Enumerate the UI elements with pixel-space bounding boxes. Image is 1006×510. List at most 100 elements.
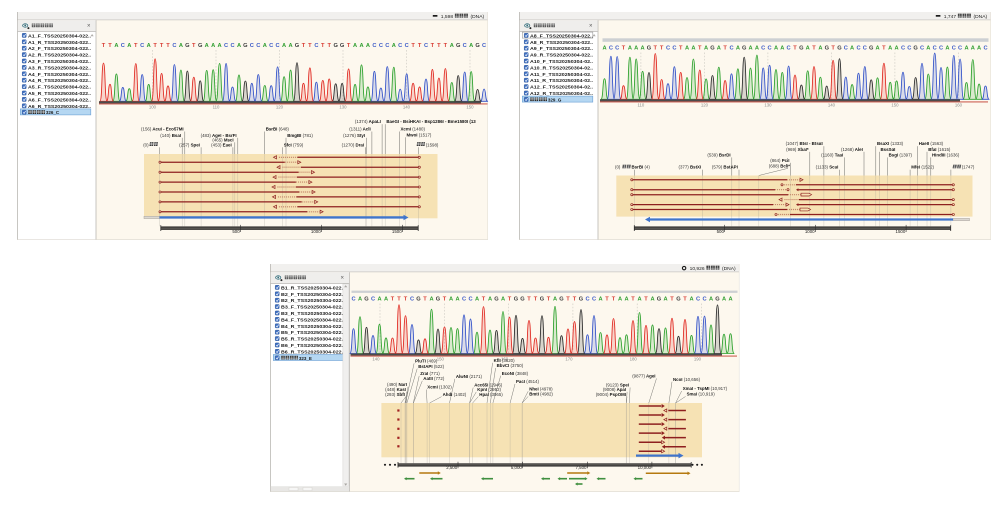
svg-text:XcmI (1302): XcmI (1302) bbox=[427, 385, 452, 390]
svg-text:B6_F_TSS20250304-022..: B6_F_TSS20250304-022.. bbox=[281, 343, 345, 348]
svg-text:HpaI (3065): HpaI (3065) bbox=[479, 392, 503, 397]
svg-text:KflI (3620): KflI (3620) bbox=[494, 358, 516, 363]
svg-text:BsaXI (1333): BsaXI (1333) bbox=[877, 141, 904, 146]
svg-text:AatII (772): AatII (772) bbox=[423, 376, 445, 381]
svg-text:PacI (4514): PacI (4514) bbox=[516, 379, 539, 384]
svg-text:(1270) DraI: (1270) DraI bbox=[342, 142, 364, 147]
svg-text:×: × bbox=[341, 276, 345, 282]
svg-text:NcoI (10,656): NcoI (10,656) bbox=[673, 377, 701, 382]
svg-text:10,000: 10,000 bbox=[638, 465, 652, 470]
svg-text:(140) BsaI: (140) BsaI bbox=[160, 133, 181, 138]
svg-text:A11_R_TSS20250304-02..: A11_R_TSS20250304-02.. bbox=[530, 78, 593, 83]
svg-text:1,747: 1,747 bbox=[944, 14, 957, 20]
svg-text:326_C: 326_C bbox=[46, 110, 60, 115]
svg-text:A8_R_TSS20250304-022..: A8_R_TSS20250304-022.. bbox=[530, 40, 593, 45]
svg-text:BaeGI - BsiHKAI - Bsp1286I - B: BaeGI - BsiHKAI - Bsp1286I - Bme1580I (1… bbox=[386, 119, 476, 124]
svg-text:(156) AcuI - Eco57MI: (156) AcuI - Eco57MI bbox=[141, 127, 184, 132]
svg-text:A12_F_TSS20250304-02..: A12_F_TSS20250304-02.. bbox=[530, 85, 593, 90]
svg-text:5,000: 5,000 bbox=[511, 465, 523, 470]
svg-text:(9004) PspOMI: (9004) PspOMI bbox=[596, 392, 626, 397]
svg-text:(257) SpeI: (257) SpeI bbox=[179, 142, 200, 147]
svg-text:B1_R_TSS20250304-022..: B1_R_TSS20250304-022.. bbox=[281, 285, 345, 290]
svg-text:(9123) SpeI: (9123) SpeI bbox=[606, 383, 629, 388]
svg-text:A10_R_TSS20250304-02..: A10_R_TSS20250304-02.. bbox=[530, 65, 593, 70]
svg-text:BsrBI (648): BsrBI (648) bbox=[266, 127, 290, 132]
svg-text:(453) EaeI: (453) EaeI bbox=[211, 142, 232, 147]
svg-text:(DNA): (DNA) bbox=[471, 14, 485, 20]
svg-text:1,598: 1,598 bbox=[441, 14, 454, 20]
svg-text:BsrBI (4): BsrBI (4) bbox=[632, 165, 651, 170]
svg-text:B4_R_TSS20250304-022..: B4_R_TSS20250304-022.. bbox=[281, 324, 345, 329]
svg-text:A3_F_TSS20250304-022..: A3_F_TSS20250304-022.. bbox=[28, 59, 91, 64]
svg-text:MfeI (1522): MfeI (1522) bbox=[911, 165, 934, 170]
svg-text:AhdI (1402): AhdI (1402) bbox=[443, 392, 467, 397]
svg-text:(293) SbfI: (293) SbfI bbox=[385, 392, 405, 397]
svg-text:(448) KasI: (448) KasI bbox=[385, 387, 406, 392]
svg-text:B4_F_TSS20250304-022..: B4_F_TSS20250304-022.. bbox=[281, 317, 345, 322]
svg-text:A1_F_TSS20250304-022..: A1_F_TSS20250304-022.. bbox=[28, 33, 91, 38]
svg-text:(1268) AleI: (1268) AleI bbox=[841, 147, 863, 152]
svg-text:SmaI (10,919): SmaI (10,919) bbox=[687, 392, 716, 397]
svg-text:×: × bbox=[87, 24, 91, 30]
svg-text:(490) NarI: (490) NarI bbox=[387, 382, 407, 387]
svg-text:B3_F_TSS20250304-022..: B3_F_TSS20250304-022.. bbox=[281, 305, 345, 310]
svg-text:(377) BstXI: (377) BstXI bbox=[678, 165, 701, 170]
svg-text:B2_F_TSS20250304-022..: B2_F_TSS20250304-022.. bbox=[281, 292, 345, 297]
svg-text:BmgBI (781): BmgBI (781) bbox=[287, 133, 313, 138]
svg-text:(9877) AgeI: (9877) AgeI bbox=[632, 374, 655, 379]
svg-text:BmtI (4982): BmtI (4982) bbox=[529, 392, 553, 397]
svg-text:(DNA): (DNA) bbox=[722, 266, 736, 272]
svg-text:323_E: 323_E bbox=[299, 356, 312, 361]
svg-text:MwoI (1517): MwoI (1517) bbox=[407, 132, 432, 137]
svg-text:BbvCI (3750): BbvCI (3750) bbox=[497, 363, 524, 368]
svg-text:(1047) BtsI - BtsαI: (1047) BtsI - BtsαI bbox=[786, 141, 823, 146]
svg-text:Acc65I (2946): Acc65I (2946) bbox=[474, 383, 503, 388]
svg-text:500: 500 bbox=[232, 229, 240, 234]
svg-text:A3_R_TSS20250304-022..: A3_R_TSS20250304-022.. bbox=[28, 65, 91, 70]
svg-text:XmaI - TspMI (10,917): XmaI - TspMI (10,917) bbox=[683, 386, 728, 391]
svg-text:A5_F_TSS20250304-022..: A5_F_TSS20250304-022.. bbox=[28, 85, 91, 90]
svg-text:A9_F_TSS20250304-022..: A9_F_TSS20250304-022.. bbox=[530, 46, 593, 51]
svg-text:A10_F_TSS20250304-02..: A10_F_TSS20250304-02.. bbox=[530, 59, 593, 64]
svg-text:A2_F_TSS20250304-022..: A2_F_TSS20250304-022.. bbox=[28, 46, 91, 51]
svg-text:A6_R_TSS20250304-022..: A6_R_TSS20250304-022.. bbox=[28, 104, 91, 109]
svg-text:A6_F_TSS20250304-022..: A6_F_TSS20250304-022.. bbox=[28, 97, 91, 102]
svg-text:PluTI (469): PluTI (469) bbox=[415, 359, 438, 364]
svg-text:10,926: 10,926 bbox=[690, 266, 705, 272]
svg-text:7,500: 7,500 bbox=[576, 465, 588, 470]
svg-text:NheI (4978): NheI (4978) bbox=[529, 386, 553, 391]
svg-text:A4_R_TSS20250304-022..: A4_R_TSS20250304-022.. bbox=[28, 78, 91, 83]
svg-text:(579) BstAPI: (579) BstAPI bbox=[712, 165, 738, 170]
svg-text:A11_F_TSS20250304-02..: A11_F_TSS20250304-02.. bbox=[530, 72, 593, 77]
svg-text:(1276) StyI: (1276) StyI bbox=[343, 133, 365, 138]
svg-text:(969) XbaI*: (969) XbaI* bbox=[786, 147, 809, 152]
svg-text:(1311) AclI: (1311) AclI bbox=[349, 127, 370, 132]
svg-text:HaeII (1563): HaeII (1563) bbox=[919, 141, 944, 146]
svg-text:A4_F_TSS20250304-022..: A4_F_TSS20250304-022.. bbox=[28, 72, 91, 77]
svg-text:A8_F_TSS20250304-022..: A8_F_TSS20250304-022.. bbox=[530, 33, 593, 38]
svg-text:A12_R_TSS20250304-02..: A12_R_TSS20250304-02.. bbox=[530, 91, 593, 96]
svg-text:BsgI (1397): BsgI (1397) bbox=[889, 152, 913, 157]
svg-text:×: × bbox=[589, 24, 593, 30]
svg-text:BstAPI (522): BstAPI (522) bbox=[418, 364, 444, 369]
svg-text:1500: 1500 bbox=[896, 229, 906, 234]
svg-text:B3_R_TSS20250304-022..: B3_R_TSS20250304-022.. bbox=[281, 311, 345, 316]
svg-text:(1598): (1598) bbox=[426, 142, 439, 147]
svg-text:ZraI (771): ZraI (771) bbox=[420, 371, 440, 376]
svg-text:2,500: 2,500 bbox=[446, 465, 458, 470]
svg-text:(0): (0) bbox=[143, 142, 149, 147]
svg-text:SfcI (759): SfcI (759) bbox=[284, 142, 304, 147]
svg-text:A9_R_TSS20250304-022..: A9_R_TSS20250304-022.. bbox=[530, 53, 593, 58]
svg-text:(DNA): (DNA) bbox=[974, 14, 988, 20]
svg-text:1500: 1500 bbox=[392, 229, 402, 234]
svg-text:329_G: 329_G bbox=[548, 97, 562, 102]
svg-text:(465) MscI: (465) MscI bbox=[212, 137, 233, 142]
svg-text:A1_R_TSS20250304-022..: A1_R_TSS20250304-022.. bbox=[28, 40, 91, 45]
svg-text:AlwNI (2171): AlwNI (2171) bbox=[456, 374, 483, 379]
svg-text:B5_R_TSS20250304-022..: B5_R_TSS20250304-022.. bbox=[281, 337, 345, 342]
